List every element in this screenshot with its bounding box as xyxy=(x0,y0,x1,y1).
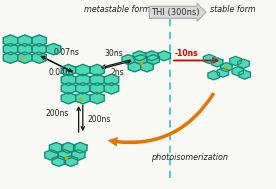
Polygon shape xyxy=(61,92,76,104)
Polygon shape xyxy=(18,35,32,46)
Text: 200ns: 200ns xyxy=(88,115,111,124)
Polygon shape xyxy=(217,68,229,77)
Text: metastable form: metastable form xyxy=(84,5,150,14)
Text: THI (300ns): THI (300ns) xyxy=(151,8,200,17)
Text: 2ns: 2ns xyxy=(110,68,124,77)
Polygon shape xyxy=(211,58,223,67)
Polygon shape xyxy=(90,74,104,86)
Polygon shape xyxy=(61,64,76,76)
Polygon shape xyxy=(61,83,76,94)
Polygon shape xyxy=(46,43,61,55)
Polygon shape xyxy=(90,64,104,76)
Polygon shape xyxy=(238,59,249,68)
Polygon shape xyxy=(62,143,75,153)
Polygon shape xyxy=(134,55,147,64)
Polygon shape xyxy=(158,51,171,61)
Polygon shape xyxy=(203,54,215,64)
Text: 0.07ns: 0.07ns xyxy=(53,48,79,57)
Polygon shape xyxy=(76,92,90,104)
Text: photoisomerization: photoisomerization xyxy=(151,153,227,162)
Polygon shape xyxy=(3,35,18,46)
Polygon shape xyxy=(58,150,71,160)
Text: 30ns: 30ns xyxy=(104,49,123,58)
Polygon shape xyxy=(32,52,46,63)
Polygon shape xyxy=(64,156,78,166)
Polygon shape xyxy=(61,74,76,86)
Polygon shape xyxy=(239,70,250,79)
Polygon shape xyxy=(73,143,87,153)
Polygon shape xyxy=(45,150,58,160)
Polygon shape xyxy=(128,62,141,72)
Polygon shape xyxy=(147,55,160,64)
Polygon shape xyxy=(49,143,63,153)
Polygon shape xyxy=(145,51,158,61)
Polygon shape xyxy=(104,83,119,94)
Polygon shape xyxy=(141,62,153,72)
Polygon shape xyxy=(52,156,65,166)
FancyArrowPatch shape xyxy=(108,92,215,146)
Polygon shape xyxy=(3,52,18,63)
Polygon shape xyxy=(208,71,219,80)
Polygon shape xyxy=(76,74,90,86)
Polygon shape xyxy=(230,57,241,66)
Text: stable form: stable form xyxy=(210,5,256,14)
Polygon shape xyxy=(18,52,32,63)
Polygon shape xyxy=(133,51,145,61)
Polygon shape xyxy=(122,55,134,64)
Polygon shape xyxy=(76,83,90,94)
Polygon shape xyxy=(3,43,18,55)
Polygon shape xyxy=(104,74,119,86)
Polygon shape xyxy=(232,67,243,76)
Text: 0.04ns: 0.04ns xyxy=(48,68,74,77)
Text: -10ns: -10ns xyxy=(174,49,198,58)
Text: 200ns: 200ns xyxy=(45,109,68,118)
Polygon shape xyxy=(221,63,232,72)
Polygon shape xyxy=(90,92,104,104)
Polygon shape xyxy=(32,35,46,46)
Polygon shape xyxy=(71,150,85,160)
Polygon shape xyxy=(76,64,90,76)
Polygon shape xyxy=(18,43,32,55)
Polygon shape xyxy=(32,43,46,55)
Polygon shape xyxy=(90,83,104,94)
